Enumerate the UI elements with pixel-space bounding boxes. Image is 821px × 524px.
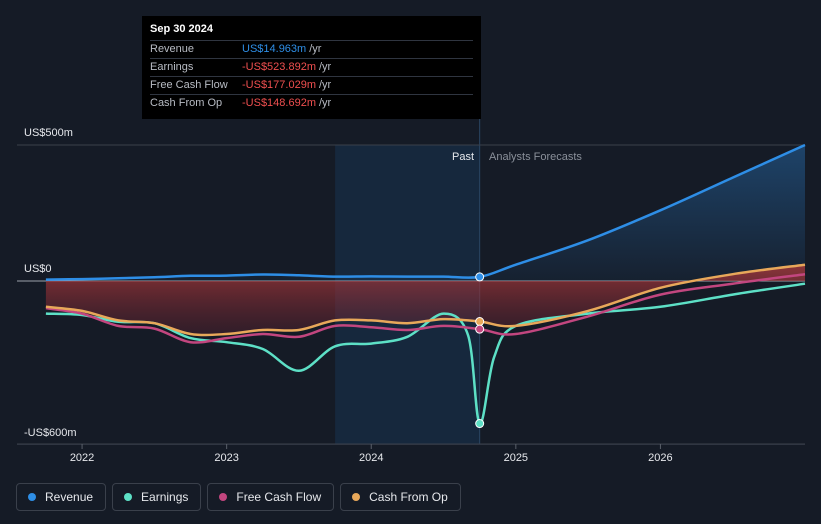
free-cash-flow-dot-icon [219,493,228,501]
revenue-marker [475,272,485,282]
x-tick-label: 2026 [648,452,672,464]
tooltip-label: Revenue [150,43,195,55]
earnings-marker [475,419,485,429]
tooltip: Sep 30 2024 Revenue US$14.963m /yr Earni… [142,16,481,119]
revenue-area [45,145,805,281]
legend-label: Free Cash Flow [236,490,322,504]
tooltip-row-earnings: Earnings -US$523.892m /yr [150,58,473,76]
tooltip-row-cash-from-op: Cash From Op -US$148.692m /yr [150,94,473,112]
x-tick-label: 2023 [214,452,238,464]
x-tick-label: 2022 [70,452,94,464]
y-tick-label: US$500m [24,127,73,139]
legend-item-free-cash-flow[interactable]: Free Cash Flow [207,483,335,511]
tooltip-value: -US$523.892m [242,61,316,73]
free-cash-flow-line [45,272,806,344]
cash-from-op-marker [475,317,485,327]
y-tick-label: US$0 [24,263,52,275]
revenue-line [45,143,806,281]
tooltip-unit: /yr [319,61,332,73]
revenue-dot-icon [28,493,36,501]
cash-from-op-line [45,263,806,337]
legend-label: Revenue [45,490,94,504]
x-tick-label: 2024 [359,452,383,464]
tooltip-label: Free Cash Flow [150,79,228,91]
tooltip-row-free-cash-flow: Free Cash Flow -US$177.029m /yr [150,76,473,94]
cash-from-op-dot-icon [352,493,361,501]
tooltip-label: Cash From Op [150,97,223,109]
tooltip-value: -US$177.029m [242,79,316,91]
legend-item-earnings[interactable]: Earnings [112,483,202,511]
y-tick-label: -US$600m [24,427,77,439]
tooltip-label: Earnings [150,61,194,73]
legend-item-cash-from-op[interactable]: Cash From Op [340,483,461,511]
tooltip-unit: /yr [309,43,322,55]
tooltip-unit: /yr [319,97,332,109]
past-label: Past [452,151,474,163]
legend: Revenue Earnings Free Cash Flow Cash Fro… [16,483,461,511]
earnings-dot-icon [124,493,133,501]
tooltip-row-revenue: Revenue US$14.963m /yr [150,40,473,58]
tooltip-value: -US$148.692m [242,97,316,109]
forecast-label: Analysts Forecasts [489,151,582,163]
x-tick-label: 2025 [504,452,528,464]
cash-flow-area [45,264,805,336]
tooltip-unit: /yr [319,79,332,91]
free-cash-flow-marker [475,324,485,334]
legend-label: Earnings [141,490,189,504]
legend-label: Cash From Op [369,490,448,504]
tooltip-value: US$14.963m [242,43,307,55]
tooltip-date: Sep 30 2024 [150,23,213,35]
legend-item-revenue[interactable]: Revenue [16,483,107,511]
